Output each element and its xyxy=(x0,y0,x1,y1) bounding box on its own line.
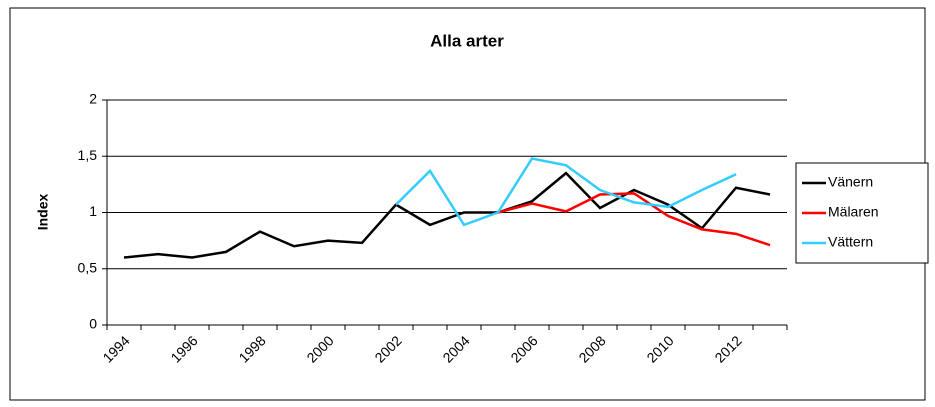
legend-label: Mälaren xyxy=(828,204,879,220)
y-tick-label: 0 xyxy=(89,316,97,332)
y-tick-label: 1,5 xyxy=(78,147,98,163)
y-tick-label: 0,5 xyxy=(78,259,98,275)
series-line xyxy=(395,157,737,227)
legend-label: Vättern xyxy=(828,234,873,250)
y-tick-label: 2 xyxy=(89,91,97,107)
series-line xyxy=(123,171,771,259)
series-line xyxy=(497,192,771,247)
y-tick-label: 1 xyxy=(89,203,97,219)
chart-frame xyxy=(9,7,926,401)
legend-label: Vänern xyxy=(828,174,873,190)
chart-title: Alla arter xyxy=(430,31,504,50)
y-axis-label: Index xyxy=(35,194,51,231)
